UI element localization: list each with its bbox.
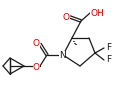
Text: OH: OH [90,9,104,19]
Text: O: O [32,39,40,49]
Text: F: F [106,44,112,53]
Text: F: F [106,55,112,64]
Text: N: N [59,50,65,60]
Text: O: O [32,63,40,72]
Text: O: O [62,14,70,22]
